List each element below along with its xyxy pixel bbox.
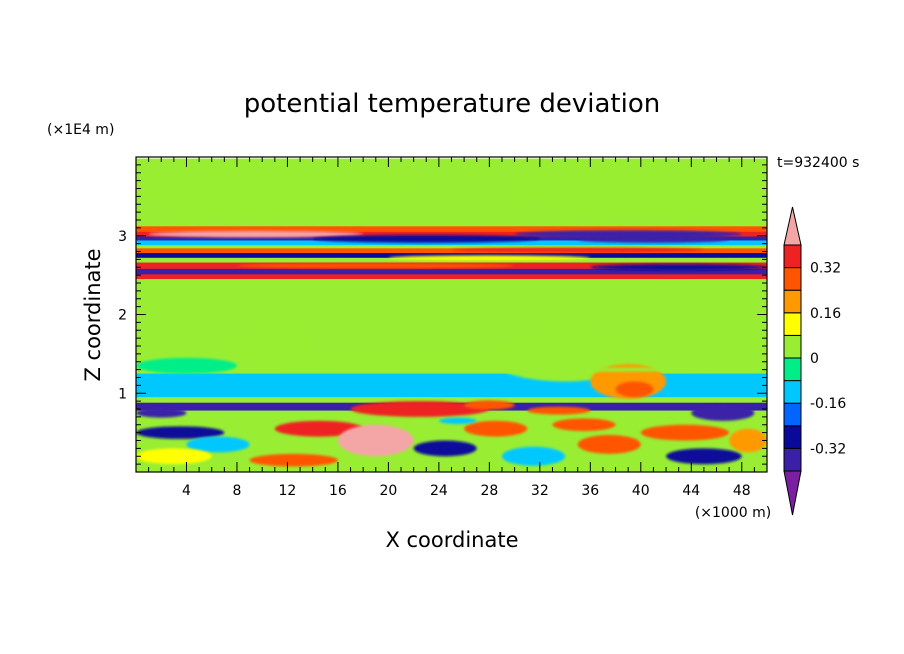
x-axis-label: X coordinate — [385, 528, 518, 552]
colorbar-segment — [783, 267, 802, 291]
field-blob-0 — [136, 160, 414, 217]
time-label: t=932400 s — [777, 155, 859, 171]
field-blob-31 — [640, 424, 730, 441]
field-blob-32 — [666, 448, 742, 465]
field-blob-30 — [577, 434, 641, 454]
y-tick-label: 3 — [118, 229, 127, 245]
y-axis-label: Z coordinate — [81, 248, 105, 381]
field-blob-4 — [577, 236, 730, 243]
colorbar-segment — [783, 289, 802, 314]
field-blob-19 — [691, 405, 755, 421]
x-tick-label: 12 — [279, 483, 297, 499]
x-axis-unit: (×1000 m) — [695, 505, 771, 521]
colorbar-extend-bottom — [783, 470, 802, 516]
y-axis-unit: (×1E4 m) — [47, 122, 114, 138]
field-blob-23 — [337, 424, 414, 457]
colorbar-segment — [783, 357, 802, 382]
field-blob-18 — [527, 406, 591, 415]
field-blob-2 — [148, 231, 364, 238]
field-blob-14 — [136, 367, 767, 372]
field-blob-21 — [136, 426, 225, 439]
field-blob-24 — [249, 453, 338, 467]
y-tick-label: 2 — [118, 308, 127, 324]
colorbar: 0.32 0.16 0 -0.16 -0.32 — [783, 206, 846, 516]
colorbar-segment — [783, 244, 802, 269]
field-blob-22 — [274, 420, 364, 437]
field-blob-27 — [413, 440, 477, 457]
colorbar-label: 0.16 — [810, 306, 841, 322]
field-band-3 — [136, 231, 767, 238]
field-blob-25 — [186, 436, 250, 453]
field-blob-35 — [729, 428, 767, 453]
field-blob-8 — [590, 264, 767, 271]
field-blob-10 — [236, 332, 313, 368]
field-blob-13 — [615, 381, 654, 398]
field-blob-3 — [514, 230, 742, 239]
colorbar-segment — [783, 447, 802, 472]
x-tick-label: 24 — [430, 483, 448, 499]
colorbar-segment — [783, 402, 802, 427]
field-band-7 — [136, 248, 767, 254]
field-band-13 — [136, 279, 767, 347]
field-blob-16 — [350, 401, 490, 417]
field-blob-9 — [388, 255, 591, 261]
colorbar-label: 0 — [810, 351, 819, 367]
field-band-5 — [136, 240, 767, 246]
x-tick-label: 16 — [329, 483, 347, 499]
colorbar-segment — [783, 425, 802, 449]
field-blob-15 — [136, 357, 237, 374]
x-tick-label: 36 — [581, 483, 599, 499]
field-blob-5 — [312, 234, 540, 243]
field-band-16 — [136, 397, 767, 404]
field-blob-29 — [501, 446, 566, 466]
field-blob-33 — [552, 418, 616, 432]
y-tick-label: 1 — [118, 386, 127, 402]
colorbar-label: 0.32 — [810, 261, 841, 277]
colorbar-label: -0.32 — [810, 441, 846, 457]
field-band-2 — [136, 226, 767, 233]
x-tick-label: 8 — [232, 483, 241, 499]
chart-title: potential temperature deviation — [244, 89, 660, 119]
colorbar-label: -0.16 — [810, 396, 846, 412]
field-blob-6 — [451, 247, 704, 253]
field-blob-17 — [464, 400, 515, 410]
field-band-6 — [136, 245, 767, 249]
field-blob-26 — [136, 448, 212, 465]
field-blob-1 — [514, 160, 767, 217]
field-blob-28 — [464, 420, 528, 437]
field-band-12 — [136, 274, 767, 280]
x-tick-label: 48 — [733, 483, 751, 499]
x-tick-label: 40 — [632, 483, 650, 499]
x-tick-label: 28 — [480, 483, 498, 499]
x-tick-label: 4 — [182, 483, 191, 499]
field-band-11 — [136, 268, 767, 275]
colorbar-extend-top — [783, 206, 802, 246]
temperature-field — [136, 158, 767, 472]
colorbar-segment — [783, 380, 802, 404]
field-blob-34 — [438, 417, 477, 424]
x-tick-label: 20 — [379, 483, 397, 499]
field-band-15 — [136, 373, 767, 398]
colorbar-segment — [783, 312, 802, 336]
field-blob-7 — [236, 263, 515, 269]
x-tick-label: 32 — [531, 483, 549, 499]
x-tick-label: 44 — [682, 483, 700, 499]
field-band-9 — [136, 257, 767, 264]
field-band-1 — [136, 218, 767, 227]
field-blob-20 — [136, 408, 187, 418]
colorbar-segment — [783, 334, 802, 359]
